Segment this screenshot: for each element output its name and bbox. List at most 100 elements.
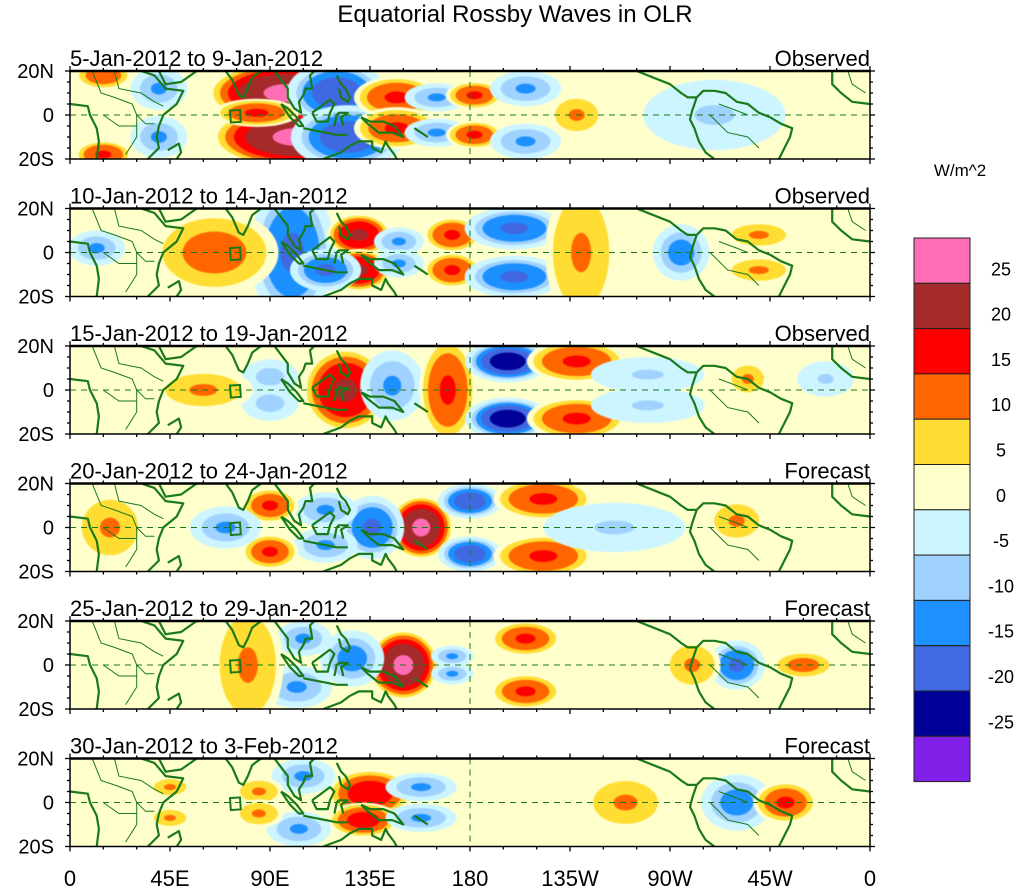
coastline: [636, 621, 697, 649]
coastline: [688, 509, 716, 572]
coastline: [140, 758, 185, 847]
panel-period-label: 25-Jan-2012 to 29-Jan-2012: [70, 596, 348, 621]
country-border: [709, 527, 760, 561]
colorbar-boxes: [913, 237, 971, 783]
region-box: [228, 108, 242, 124]
coastline: [157, 208, 198, 223]
y-tick-label: 20S: [18, 699, 54, 721]
country-border: [847, 346, 866, 369]
coastline: [831, 758, 870, 793]
coastline: [273, 483, 316, 527]
positive-anomaly-contour: [444, 265, 461, 276]
coastline: [333, 799, 349, 814]
y-tick-label: 20S: [18, 149, 54, 171]
negative-anomaly-contour: [286, 681, 307, 693]
colorbar-label: 5: [996, 441, 1006, 461]
coastline: [157, 71, 198, 86]
negative-anomaly-contour: [391, 237, 406, 246]
negative-anomaly-contour: [150, 131, 167, 143]
coastline: [413, 539, 429, 551]
y-tick-label: 20S: [18, 562, 54, 584]
coastlines: [70, 71, 870, 159]
country-border: [113, 346, 164, 382]
coastline: [280, 103, 305, 128]
country-border: [847, 758, 866, 781]
coastline: [322, 827, 398, 847]
coastline: [303, 814, 348, 824]
coastline: [335, 624, 352, 653]
positive-anomaly-contour: [562, 412, 591, 425]
panel: 20N 0 20S 20-Jan-2012 to 24-Jan-2012 Forecas…: [17, 459, 875, 584]
coastline: [167, 692, 183, 709]
coastline: [333, 249, 349, 264]
positive-anomaly-contour: [515, 633, 536, 644]
x-tick-label: 180: [452, 866, 489, 890]
coastlines: [70, 758, 870, 847]
colorbar-box: [913, 599, 971, 647]
country-border: [847, 483, 866, 506]
country-border: [136, 527, 155, 537]
coastline: [273, 208, 316, 252]
coastline: [224, 346, 262, 374]
coastline: [335, 487, 352, 516]
negative-anomaly-contour: [500, 270, 529, 283]
coastline: [280, 790, 305, 815]
coastline: [695, 89, 794, 159]
colorbar-box: [913, 328, 971, 375]
colorbar-units: W/m^2: [934, 161, 986, 180]
positive-anomaly-contour: [244, 108, 269, 117]
colorbar-label: -20: [988, 667, 1014, 687]
coastline: [636, 483, 697, 511]
negative-anomaly-contour: [631, 400, 664, 411]
positive-anomaly-contour: [515, 686, 536, 697]
negative-anomaly-contour: [88, 243, 105, 254]
positive-anomaly-contour: [346, 812, 380, 829]
y-tick-label: 20N: [17, 61, 54, 83]
coastline: [70, 652, 100, 709]
negative-anomaly-contour: [489, 409, 526, 428]
positive-anomaly-contour: [262, 500, 278, 511]
colorbar-box: [913, 237, 971, 284]
coastline: [157, 758, 198, 773]
y-tick-label: 20N: [17, 611, 54, 633]
coastline: [688, 234, 716, 297]
coastline: [70, 102, 100, 159]
panel-period-label: 10-Jan-2012 to 14-Jan-2012: [70, 184, 348, 209]
negative-anomaly-contour: [631, 369, 664, 380]
coastline: [335, 74, 352, 103]
coastline: [688, 784, 716, 847]
x-tick-label: 0: [64, 866, 76, 890]
y-tick-label: 0: [43, 105, 54, 127]
positive-anomaly-contour: [349, 229, 368, 241]
country-border: [847, 621, 866, 644]
coastline: [831, 71, 870, 106]
y-tick-label: 20N: [17, 336, 54, 358]
country-border: [91, 483, 138, 568]
positive-anomaly-contour: [748, 230, 769, 239]
positive-anomaly-contour: [728, 515, 745, 527]
coastline: [167, 142, 183, 159]
colorbar-labels: 25 20 15 10 5 0 -5 -10 -15 -20 -25: [988, 259, 1014, 732]
x-tick-label: 45W: [747, 866, 792, 890]
y-tick-label: 0: [43, 518, 54, 540]
country-border: [91, 208, 138, 293]
panel-type-label: Observed: [775, 46, 870, 71]
coastline: [280, 240, 305, 265]
coastline: [273, 346, 316, 389]
coastline: [140, 483, 185, 572]
country-border: [136, 802, 155, 812]
colorbar-box: [913, 554, 971, 601]
negative-anomaly-contour: [515, 136, 536, 147]
coastline: [636, 208, 697, 236]
coastline: [636, 346, 697, 374]
panel-period-label: 20-Jan-2012 to 24-Jan-2012: [70, 459, 348, 484]
negative-anomaly-contour: [694, 105, 735, 125]
positive-anomaly-contour: [164, 784, 176, 791]
coastline: [303, 539, 348, 549]
panel: 20N 0 20S 5-Jan-2012 to 9-Jan-2012 Observed: [17, 46, 875, 171]
coastline: [311, 373, 336, 398]
panel-period-label: 5-Jan-2012 to 9-Jan-2012: [70, 46, 323, 71]
positive-anomaly-contour: [251, 787, 266, 796]
panel-type-label: Observed: [775, 321, 870, 346]
